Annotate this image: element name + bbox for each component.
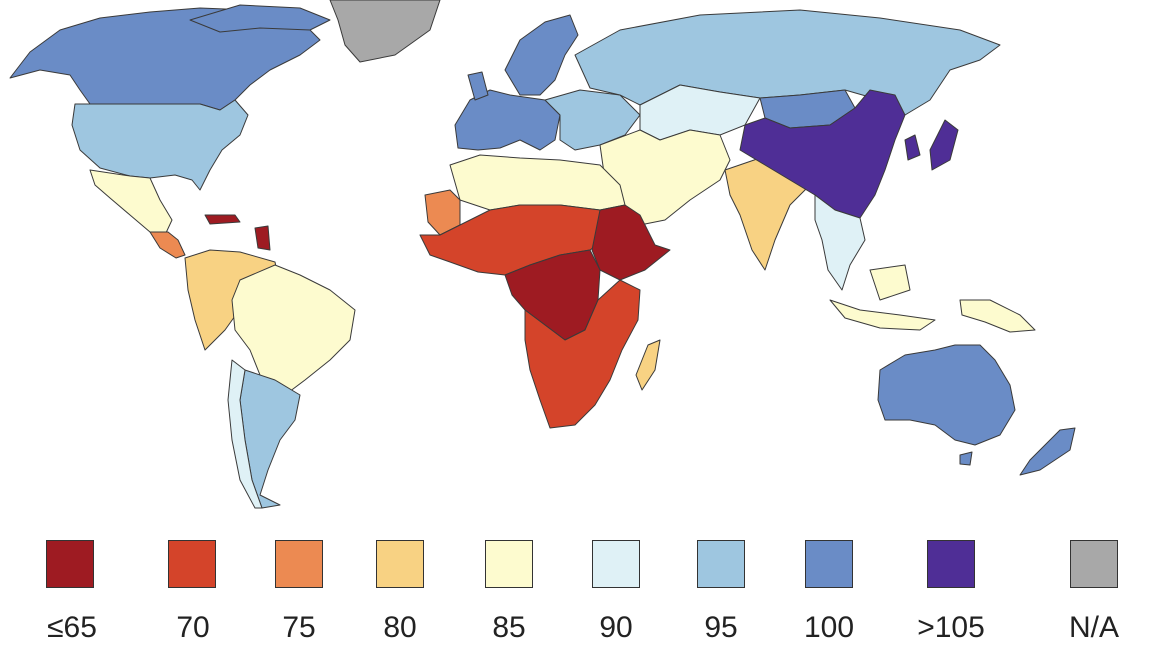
legend-label: 70	[176, 611, 210, 644]
region-japan-korea	[904, 119, 959, 171]
region-uk	[467, 71, 489, 101]
legend-swatch	[168, 540, 216, 588]
region-indonesia	[829, 264, 936, 331]
legend-swatch	[592, 540, 640, 588]
legend-label: 95	[704, 611, 738, 644]
region-chile	[227, 359, 263, 509]
region-greenland	[329, 0, 441, 63]
legend-label: ≤65	[47, 611, 97, 644]
region-tasmania	[959, 451, 973, 466]
legend-swatch	[46, 540, 94, 588]
legend-swatch	[1070, 540, 1118, 588]
region-southern-africa	[524, 279, 641, 429]
region-caribbean	[204, 214, 271, 251]
region-mexico	[89, 169, 173, 236]
legend-label: 90	[599, 611, 633, 644]
region-australia	[877, 344, 1016, 446]
legend-swatch	[805, 540, 853, 588]
legend-swatch	[485, 540, 533, 588]
region-brazil	[231, 264, 356, 396]
region-new-zealand	[1019, 427, 1076, 476]
legend-label: N/A	[1068, 611, 1119, 644]
region-western-europe	[454, 89, 561, 151]
region-north-africa	[449, 154, 626, 211]
region-china	[739, 89, 906, 219]
region-usa	[71, 99, 249, 191]
region-southeast-asia	[814, 194, 866, 291]
legend-label: 100	[803, 611, 855, 644]
region-scandinavia	[504, 14, 579, 96]
world-choropleth-map	[9, 0, 1076, 509]
region-papua	[959, 299, 1036, 333]
legend-swatch	[927, 540, 975, 588]
legend-swatch	[697, 540, 745, 588]
region-central-america	[149, 231, 186, 259]
legend-swatch	[275, 540, 323, 588]
legend-label: 80	[383, 611, 417, 644]
region-east-africa	[591, 204, 671, 281]
legend-label: >105	[917, 611, 985, 644]
region-madagascar	[635, 339, 661, 391]
legend-label: 75	[282, 611, 316, 644]
legend-label: 85	[492, 611, 526, 644]
region-canada-islands	[189, 4, 331, 33]
legend-swatch	[376, 540, 424, 588]
region-canada	[9, 7, 321, 111]
